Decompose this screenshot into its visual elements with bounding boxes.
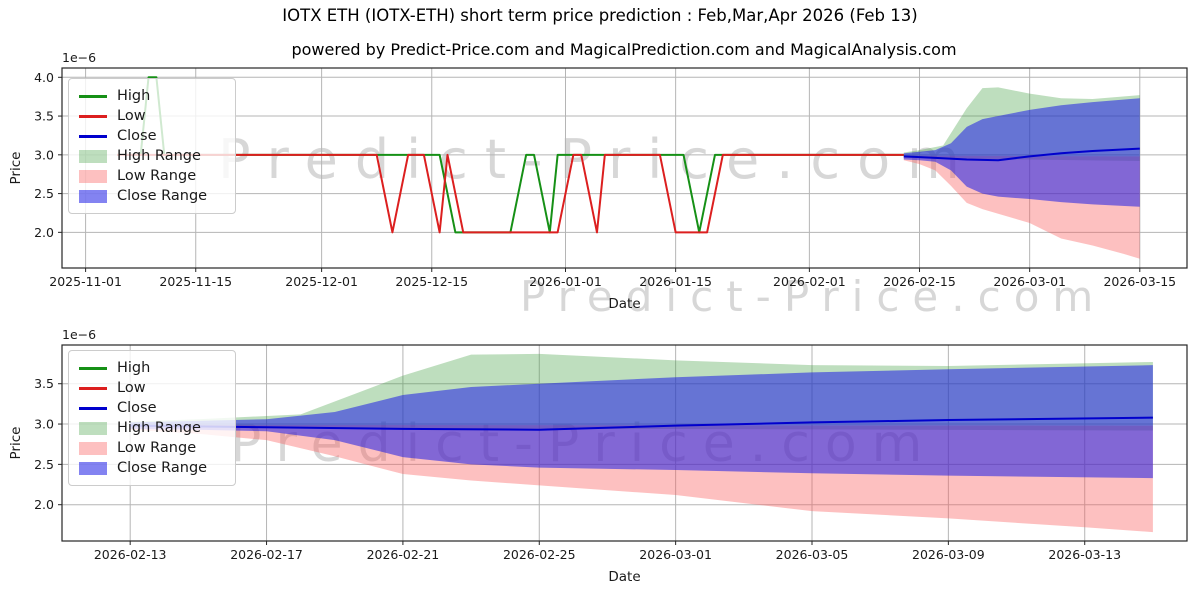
x-tick-label: 2026-02-21 xyxy=(367,547,440,562)
x-axis-label: Date xyxy=(608,569,640,585)
x-tick-label: 2025-11-15 xyxy=(159,274,232,289)
series-line-close xyxy=(903,147,1140,162)
legend-label: Low Range xyxy=(117,440,197,456)
legend-item: Low Range xyxy=(79,166,225,186)
y-axis-label: Price xyxy=(8,152,24,185)
series-line-high xyxy=(117,76,904,234)
legend-label: Low xyxy=(117,380,146,396)
chart-subtitle: powered by Predict-Price.com and Magical… xyxy=(291,40,957,59)
legend-box: High Low Close High Range Low Range Close Ran… xyxy=(68,350,236,486)
legend-label: Low Range xyxy=(117,168,197,184)
x-axis-label: Date xyxy=(608,296,640,312)
y-tick-label: 3.5 xyxy=(34,109,54,124)
legend-label: Low xyxy=(117,108,146,124)
x-tick-label: 2026-02-17 xyxy=(230,547,303,562)
y-tick-label: 2.5 xyxy=(34,457,54,472)
legend-swatch-low-range xyxy=(79,441,107,455)
legend-label: Close Range xyxy=(117,460,208,476)
legend-swatch-low xyxy=(79,114,107,118)
x-tick-label: 2025-12-01 xyxy=(285,274,358,289)
y-tick-label: 3.5 xyxy=(34,376,54,391)
axis-offset-label: 1e−6 xyxy=(62,327,96,342)
x-tick-label: 2026-01-15 xyxy=(639,274,712,289)
band-close-range xyxy=(130,365,1153,479)
legend-box: High Low Close High Range Low Range Close Ran… xyxy=(68,78,236,214)
x-tick-label: 2026-03-01 xyxy=(993,274,1066,289)
x-tick-label: 2026-01-01 xyxy=(529,274,602,289)
legend-item: Close xyxy=(79,398,225,418)
legend-swatch-close xyxy=(79,406,107,410)
x-tick-label: 2026-02-15 xyxy=(883,274,956,289)
forecast-detail-chart: 2026-02-13 2026-02-17 2026-02-21 2026-02-25… xyxy=(8,327,1188,585)
legend-swatch-high xyxy=(79,366,107,370)
legend-item: High xyxy=(79,358,225,378)
legend-label: Close Range xyxy=(117,188,208,204)
axis-offset-label: 1e−6 xyxy=(62,50,96,65)
legend-label: High Range xyxy=(117,420,201,436)
legend-label: High xyxy=(117,88,151,104)
legend-item: Close Range xyxy=(79,186,225,206)
chart-title: IOTX ETH (IOTX-ETH) short term price pre… xyxy=(282,6,918,25)
x-tick-label: 2026-03-15 xyxy=(1103,274,1176,289)
series-line-low xyxy=(117,153,904,234)
axes-frame xyxy=(61,344,1188,542)
legend-item: High Range xyxy=(79,146,225,166)
legend-swatch-high-range xyxy=(79,421,107,435)
legend-swatch-close-range xyxy=(79,461,107,475)
legend-item: Close Range xyxy=(79,458,225,478)
legend-item: Low xyxy=(79,378,225,398)
legend-swatch-low-range xyxy=(79,169,107,183)
x-tick-label: 2026-02-13 xyxy=(94,547,167,562)
y-tick-label: 3.0 xyxy=(34,417,54,432)
y-tick-label: 2.0 xyxy=(34,225,54,240)
x-tick-label: 2026-02-01 xyxy=(773,274,846,289)
y-tick-label: 2.5 xyxy=(34,186,54,201)
x-tick-label: 2025-12-15 xyxy=(395,274,468,289)
legend-swatch-close-range xyxy=(79,189,107,203)
legend-label: Close xyxy=(117,400,157,416)
y-tick-label: 4.0 xyxy=(34,70,54,85)
legend-label: High Range xyxy=(117,148,201,164)
band-close-range xyxy=(903,98,1140,207)
legend-swatch-high xyxy=(79,94,107,98)
x-tick-label: 2026-03-13 xyxy=(1048,547,1121,562)
legend-item: High Range xyxy=(79,418,225,438)
x-tick-label: 2026-02-25 xyxy=(503,547,576,562)
legend-item: High xyxy=(79,86,225,106)
legend-swatch-close xyxy=(79,134,107,138)
legend-item: Close xyxy=(79,126,225,146)
x-tick-label: 2026-03-09 xyxy=(912,547,985,562)
y-tick-label: 2.0 xyxy=(34,497,54,512)
x-tick-label: 2026-03-01 xyxy=(639,547,712,562)
series-line-close xyxy=(130,416,1153,431)
x-tick-label: 2025-11-01 xyxy=(49,274,122,289)
axes-frame xyxy=(61,67,1188,269)
legend-item: Low Range xyxy=(79,438,225,458)
legend-swatch-high-range xyxy=(79,149,107,163)
legend-label: Close xyxy=(117,128,157,144)
y-axis-label: Price xyxy=(8,427,24,460)
legend-swatch-low xyxy=(79,386,107,390)
legend-label: High xyxy=(117,360,151,376)
y-tick-label: 3.0 xyxy=(34,147,54,162)
x-tick-label: 2026-03-05 xyxy=(776,547,849,562)
legend-item: Low xyxy=(79,106,225,126)
